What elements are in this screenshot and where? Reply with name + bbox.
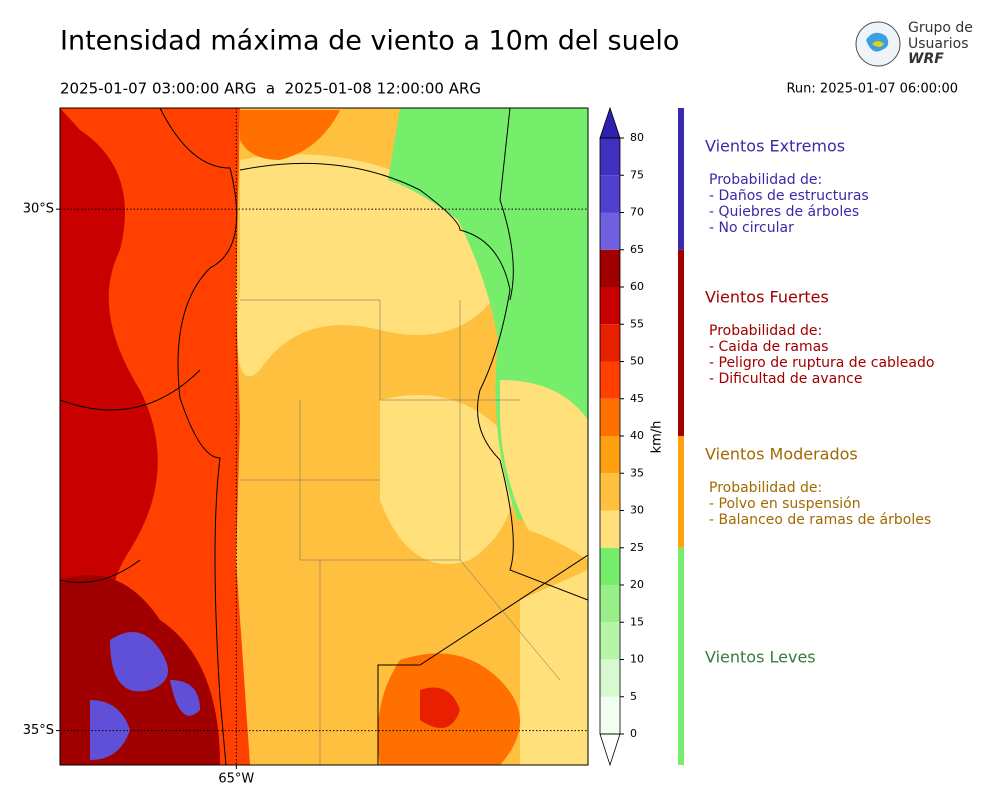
field <box>499 380 588 560</box>
legend-line: Probabilidad de: <box>709 480 822 496</box>
lat-label: 30°S <box>23 202 54 217</box>
colorbar-segment <box>600 510 620 548</box>
colorbar-segment <box>600 696 620 734</box>
border <box>159 108 238 765</box>
colorbar-label: 25 <box>630 541 644 554</box>
colorbar-label: 55 <box>630 317 644 330</box>
colorbar-label: 0 <box>630 727 637 740</box>
colorbar-label: 5 <box>630 690 637 703</box>
legend-line: - Daños de estructuras <box>709 188 869 204</box>
title: Intensidad máxima de viento a 10m del su… <box>60 26 679 57</box>
legend-bar <box>678 249 684 436</box>
map-frame <box>59 107 589 766</box>
legend-bar <box>678 436 684 548</box>
colorbar-label: 20 <box>630 578 644 591</box>
legend-title: Vientos Moderados <box>705 445 858 464</box>
colorbar-label: 40 <box>630 429 644 442</box>
legend-bar <box>678 547 684 765</box>
graticule <box>60 108 588 765</box>
colorbar-label: 60 <box>630 280 644 293</box>
colorbar-segment <box>600 175 620 213</box>
legend-line: - Dificultad de avance <box>709 371 862 387</box>
field <box>380 395 515 564</box>
legend-line: Probabilidad de: <box>709 172 822 188</box>
logo: Grupo de Usuarios WRF <box>855 20 973 67</box>
field <box>520 570 588 765</box>
border <box>60 369 201 583</box>
lon-label: 65°W <box>218 772 254 787</box>
legend-line: Probabilidad de: <box>709 323 822 339</box>
border <box>239 162 588 601</box>
map-field <box>60 108 588 765</box>
lat-label: 35°S <box>23 723 54 738</box>
colorbar-segment <box>600 287 620 325</box>
legend-bar <box>678 108 684 250</box>
colorbar-label: 10 <box>630 653 644 666</box>
field <box>420 687 460 728</box>
period: 2025-01-07 03:00:00 ARG a 2025-01-08 12:… <box>60 80 481 98</box>
colorbar-segment <box>600 324 620 362</box>
run: Run: 2025-01-07 06:00:00 <box>786 82 958 97</box>
colorbar-segment <box>600 212 620 250</box>
colorbar-segment <box>600 622 620 660</box>
colorbar-label: 80 <box>630 131 644 144</box>
legend-line: - Quiebres de árboles <box>709 204 859 220</box>
borders <box>60 108 588 765</box>
colorbar-segment <box>600 547 620 585</box>
colorbar-label: 45 <box>630 392 644 405</box>
colorbar-segment <box>600 138 620 176</box>
colorbar-label: 15 <box>630 615 644 628</box>
colorbar-label: 30 <box>630 504 644 517</box>
colorbar-extend-under <box>599 733 621 767</box>
field <box>237 154 500 377</box>
colorbar-label: 50 <box>630 355 644 368</box>
colorbar-segment <box>600 659 620 697</box>
colorbar-segment <box>600 398 620 436</box>
logo-text: Usuarios <box>908 36 969 52</box>
legend-line: - No circular <box>709 220 794 236</box>
colorbar-segment <box>600 249 620 287</box>
colorbar-extend-over <box>599 106 621 139</box>
legend-line: - Caida de ramas <box>709 339 828 355</box>
colorbar-segment <box>600 361 620 399</box>
colorbar-segment <box>600 473 620 511</box>
departments <box>240 299 561 765</box>
department <box>240 299 561 765</box>
colorbar-label: 75 <box>630 168 644 181</box>
colorbar-unit: km/h <box>650 421 665 454</box>
field <box>240 110 340 160</box>
logo-text: Grupo de <box>908 20 973 36</box>
colorbar-segment <box>600 585 620 623</box>
border <box>377 108 588 765</box>
logo-shape <box>872 41 884 47</box>
colorbar-label: 70 <box>630 206 644 219</box>
field <box>90 632 200 760</box>
legend-title: Vientos Leves <box>705 648 816 667</box>
legend-title: Vientos Fuertes <box>705 288 829 307</box>
legend-title: Vientos Extremos <box>705 137 845 156</box>
colorbar-label: 65 <box>630 243 644 256</box>
colorbar-segment <box>600 436 620 474</box>
colorbar-label: 35 <box>630 466 644 479</box>
legend-line: - Balanceo de ramas de árboles <box>709 512 931 528</box>
legend-line: - Polvo en suspensión <box>709 496 861 512</box>
logo-text: WRF <box>908 51 944 67</box>
legend-line: - Peligro de ruptura de cableado <box>709 355 934 371</box>
